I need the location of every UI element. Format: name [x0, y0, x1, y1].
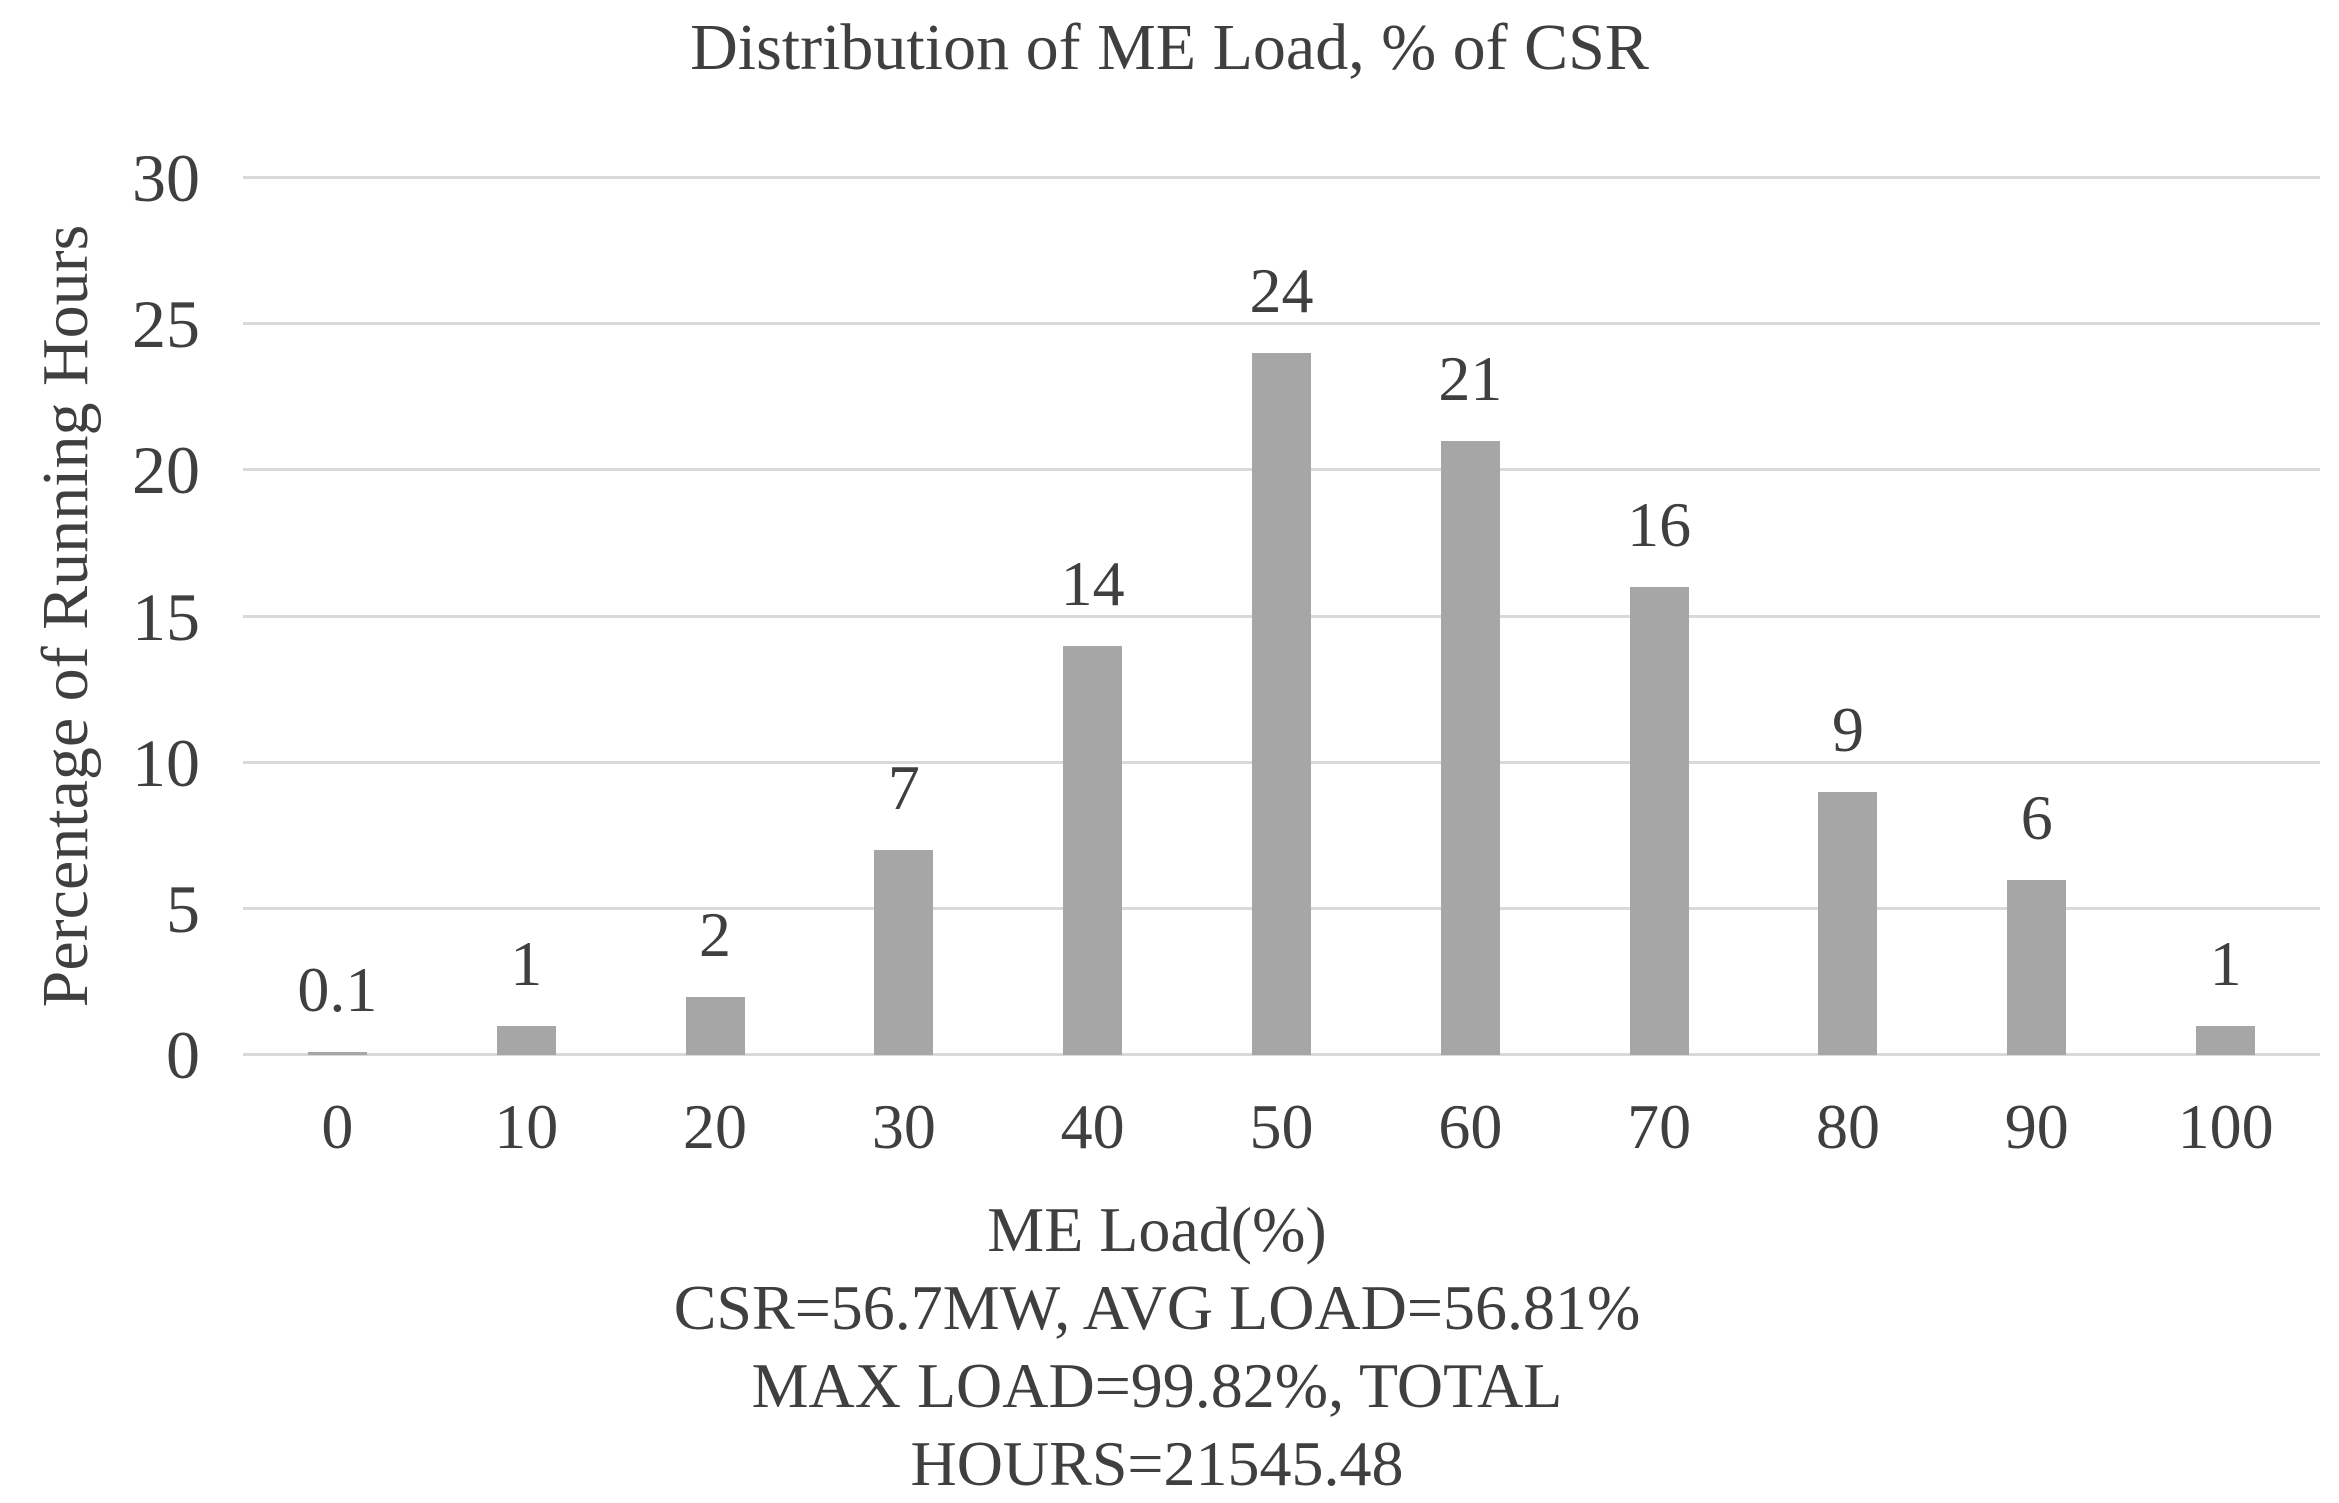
- y-tick-label: 25: [132, 286, 200, 363]
- bar: [2196, 1025, 2256, 1055]
- bar-value-label: 6: [2020, 781, 2053, 853]
- y-tick-label: 5: [166, 870, 200, 947]
- x-tick-label: 20: [683, 1091, 748, 1162]
- bar-value-label: 21: [1438, 343, 1503, 415]
- x-tick-label: 60: [1438, 1091, 1503, 1162]
- x-tick-label: 80: [1815, 1091, 1880, 1162]
- x-tick-label: 70: [1627, 1091, 1692, 1162]
- bar: [1252, 353, 1311, 1055]
- x-tick-label: 30: [871, 1091, 936, 1162]
- bar: [1063, 645, 1123, 1055]
- bar-chart: Distribution of ME Load, % of CSR Percen…: [29, 11, 2320, 1499]
- bar-value-label: 9: [1831, 693, 1864, 765]
- bar-value-label: 2: [699, 898, 732, 970]
- bar: [2007, 879, 2067, 1055]
- x-tick-label: 0: [321, 1091, 354, 1162]
- bar: [1629, 587, 1689, 1055]
- x-tick-label: 50: [1249, 1091, 1314, 1162]
- bar-value-label: 1: [2209, 927, 2242, 999]
- bar-value-label: 7: [887, 752, 920, 824]
- bar: [1818, 791, 1878, 1055]
- bar-value-label: 16: [1627, 489, 1692, 561]
- y-tick-label: 0: [166, 1017, 200, 1093]
- bar: [685, 996, 745, 1055]
- y-tick-label: 20: [132, 432, 200, 509]
- bar-value-label: 0.1: [297, 954, 378, 1026]
- bar-value-label: 14: [1060, 547, 1125, 619]
- bar: [307, 1052, 367, 1055]
- x-tick-label: 40: [1060, 1091, 1125, 1162]
- bar: [496, 1025, 556, 1055]
- y-tick-label: 30: [132, 140, 200, 216]
- x-tick-label: 90: [2004, 1091, 2069, 1162]
- plot-area: 0.1 1 2 7 14 24 21 16 9 6 1: [243, 176, 2320, 1056]
- bar: [874, 850, 934, 1055]
- bar: [1440, 441, 1500, 1055]
- gridline: [243, 176, 2320, 179]
- y-tick-label: 15: [132, 578, 200, 655]
- bar-value-label: 1: [510, 927, 543, 999]
- chart-title: Distribution of ME Load, % of CSR: [690, 11, 1649, 84]
- x-tick-label: 10: [494, 1091, 559, 1162]
- annotation-line-2: MAX LOAD=99.82%, TOTAL HOURS=21545.48: [751, 1350, 1595, 1499]
- annotation-line-1: CSR=56.7MW, AVG LOAD=56.81%: [673, 1272, 1641, 1343]
- bar-value-label: 24: [1249, 255, 1314, 327]
- x-axis-footer: ME Load(%) CSR=56.7MW, AVG LOAD=56.81% M…: [566, 1191, 1748, 1503]
- x-axis-label: ME Load(%): [987, 1194, 1327, 1265]
- gridline: [243, 322, 2320, 326]
- y-tick-label: 10: [132, 724, 200, 801]
- x-tick-label: 100: [2177, 1091, 2274, 1162]
